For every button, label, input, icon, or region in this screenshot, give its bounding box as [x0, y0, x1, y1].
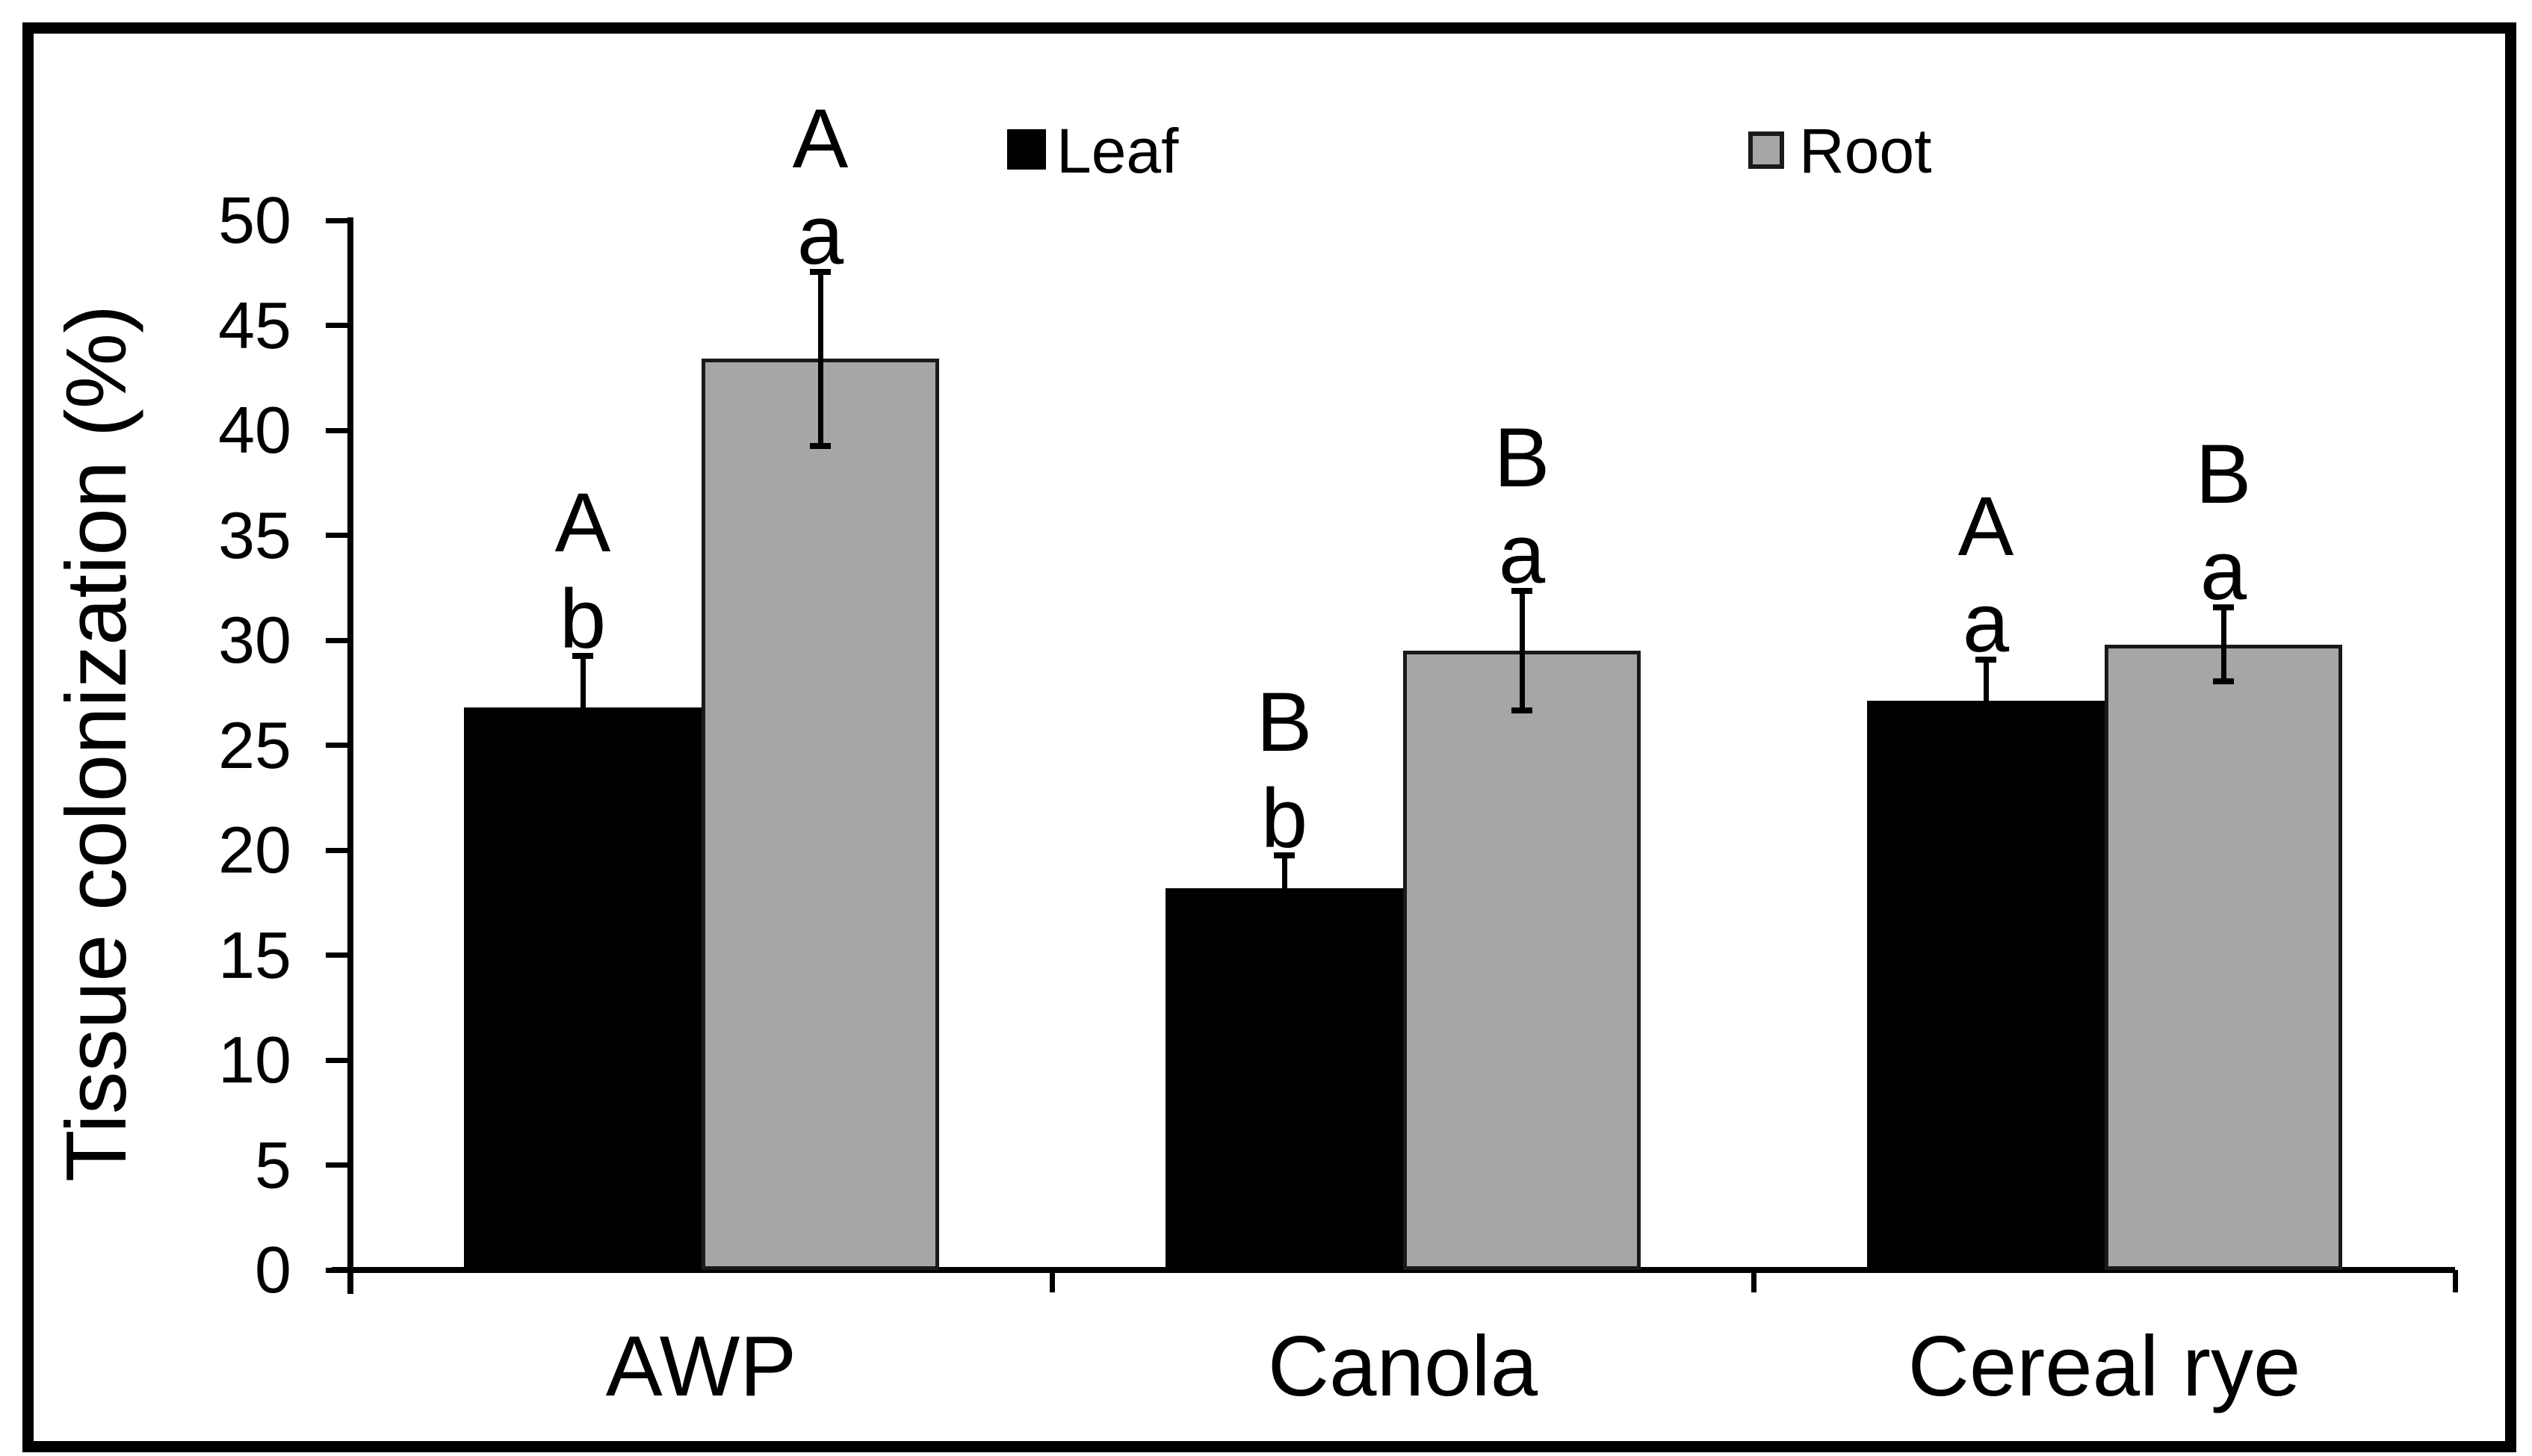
error-bar-line — [1281, 852, 1287, 924]
error-bar-line — [1519, 587, 1525, 714]
x-axis-category-label: AWP — [605, 1319, 797, 1414]
significance-letter-upper: B — [2195, 427, 2252, 521]
y-axis-tick — [326, 1057, 350, 1063]
significance-letter-upper: B — [1493, 410, 1550, 504]
bar-root-awp — [702, 359, 939, 1270]
error-bar-line — [1983, 657, 1989, 746]
x-axis-line — [332, 1267, 2455, 1273]
bar-root-cereal-rye — [2105, 644, 2342, 1270]
y-axis-tick — [326, 637, 350, 643]
y-axis-tick-label: 0 — [255, 1233, 291, 1307]
legend-swatch-leaf — [1007, 129, 1046, 170]
significance-letter-lower: a — [2200, 524, 2247, 618]
y-axis-tick-label: 30 — [218, 603, 291, 677]
significance-letter-lower: a — [1498, 506, 1546, 601]
error-bar-line — [2220, 604, 2226, 684]
legend-swatch-root — [1748, 131, 1784, 169]
error-bar-cap-top — [1975, 657, 1996, 663]
error-bar-line — [580, 652, 586, 762]
y-axis-tick-label: 15 — [218, 917, 291, 992]
significance-letter-lower: a — [1962, 576, 2010, 670]
y-axis-tick-label: 20 — [218, 813, 291, 887]
significance-letter-upper: A — [554, 475, 611, 569]
y-axis-tick-label: 5 — [255, 1127, 291, 1202]
y-axis-tick-label: 35 — [218, 498, 291, 572]
bar-leaf-cereal-rye — [1867, 701, 2105, 1270]
y-axis-tick — [326, 427, 350, 433]
y-axis-tick — [326, 952, 350, 958]
error-bar-cap-bottom — [572, 755, 593, 762]
y-axis-line — [347, 217, 353, 1294]
significance-letter-lower: a — [796, 188, 844, 282]
y-axis-tick — [326, 1162, 350, 1168]
error-bar-cap-top — [810, 268, 831, 275]
error-bar-cap-bottom — [1975, 739, 1996, 746]
y-axis-tick — [326, 847, 350, 853]
error-bar-cap-bottom — [2213, 678, 2234, 684]
significance-letter-upper: A — [792, 91, 849, 185]
y-axis-tick-label: 25 — [218, 707, 291, 782]
error-bar-line — [817, 268, 823, 450]
error-bar-cap-top — [1511, 587, 1532, 594]
significance-letter-lower: b — [559, 571, 607, 666]
x-axis-tick — [1751, 1270, 1756, 1292]
x-axis-tick — [1049, 1270, 1055, 1292]
error-bar-cap-top — [1274, 852, 1295, 858]
x-axis-category-label: Canola — [1267, 1319, 1538, 1414]
y-axis-tick — [326, 533, 350, 538]
error-bar-cap-bottom — [1274, 917, 1295, 924]
y-axis-tick-label: 10 — [218, 1023, 291, 1097]
significance-letter-upper: A — [1957, 480, 2014, 574]
y-axis-tick-label: 50 — [218, 183, 291, 257]
legend-label-root: Root — [1799, 116, 1932, 186]
y-axis-tick-label: 40 — [218, 393, 291, 467]
bar-root-canola — [1403, 651, 1641, 1270]
significance-letter-upper: B — [1256, 675, 1313, 769]
y-axis-tick — [326, 217, 350, 223]
legend-label-leaf: Leaf — [1056, 116, 1179, 186]
x-axis-category-label: Cereal rye — [1907, 1319, 2301, 1414]
error-bar-cap-top — [572, 652, 593, 659]
y-axis-tick — [326, 323, 350, 328]
x-axis-tick — [2452, 1270, 2458, 1292]
bar-leaf-canola — [1166, 887, 1403, 1270]
y-axis-tick — [326, 1267, 350, 1273]
significance-letter-lower: b — [1260, 771, 1308, 865]
y-axis-tick — [326, 743, 350, 748]
bar-leaf-awp — [464, 707, 702, 1270]
error-bar-cap-bottom — [810, 443, 831, 450]
y-axis-tick-label: 45 — [218, 288, 291, 362]
error-bar-cap-bottom — [1511, 707, 1532, 714]
error-bar-cap-top — [2213, 604, 2234, 611]
